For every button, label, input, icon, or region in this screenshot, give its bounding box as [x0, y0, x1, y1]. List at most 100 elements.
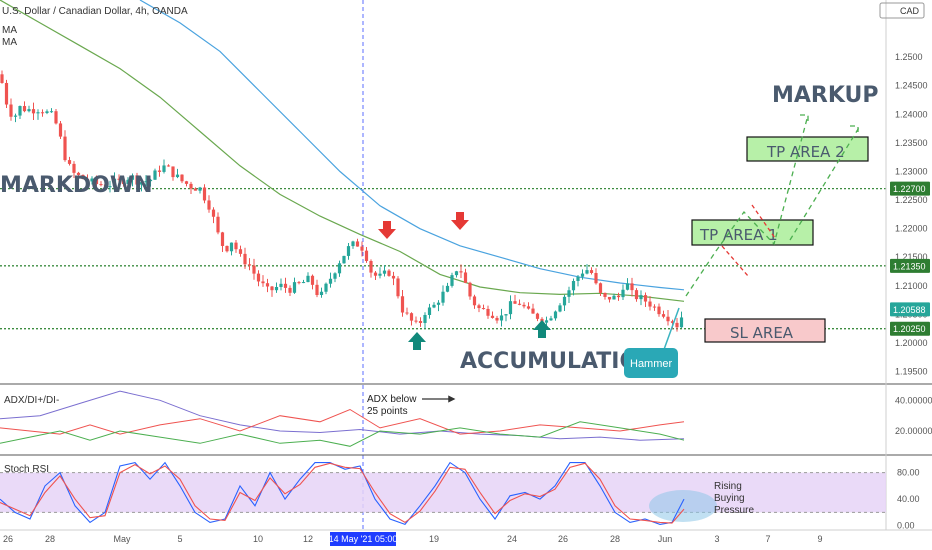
candle	[333, 272, 337, 283]
candle	[315, 279, 319, 298]
candle-body	[202, 187, 207, 201]
candle-body	[639, 295, 643, 300]
price-tick-label: 1.20000	[895, 338, 928, 348]
price-tick-label: 1.2500	[895, 52, 923, 62]
candle	[450, 272, 454, 288]
candle	[193, 187, 198, 191]
candle-body	[373, 272, 378, 276]
ma-fast-line	[0, 0, 685, 302]
candle	[441, 285, 445, 306]
candle	[85, 174, 90, 186]
candle	[360, 241, 364, 257]
candle	[45, 109, 49, 115]
candle-body	[90, 178, 94, 182]
candle-body	[652, 306, 657, 308]
candle	[504, 314, 508, 322]
candle-body	[198, 187, 202, 191]
adx-tick-label: 20.00000	[895, 426, 932, 436]
candle	[175, 168, 180, 179]
candle-body	[171, 166, 175, 178]
candle	[225, 245, 229, 253]
candle-body	[288, 287, 292, 293]
candle	[463, 268, 468, 284]
time-tick-label: 28	[45, 534, 55, 544]
projection-path-2	[789, 125, 861, 241]
candle-body	[225, 245, 229, 252]
candle	[562, 294, 567, 311]
candle-body	[675, 322, 679, 328]
candle	[292, 277, 297, 294]
indicator-label-ma2[interactable]: MA	[2, 37, 17, 48]
candle	[571, 278, 576, 296]
candle	[31, 102, 36, 120]
candle-body	[355, 241, 360, 247]
candle-body	[9, 104, 13, 117]
candle-body	[27, 109, 31, 112]
candle	[373, 271, 378, 281]
candle	[346, 242, 351, 260]
candle	[472, 294, 477, 309]
candle	[166, 164, 171, 167]
candle	[679, 311, 684, 328]
candle	[144, 175, 148, 187]
time-tick-label: 28	[610, 534, 620, 544]
candle-body	[598, 283, 603, 293]
candle-body	[661, 314, 666, 317]
candle-body	[576, 276, 580, 281]
time-tick-label: 7	[765, 534, 770, 544]
chart-title: U.S. Dollar / Canadian Dollar, 4h, OANDA	[2, 6, 188, 17]
adx-note-line-1: ADX below	[367, 394, 417, 405]
candle-body	[36, 112, 40, 114]
candle-body	[481, 308, 486, 310]
candle-body	[162, 165, 166, 172]
candle-body	[562, 296, 567, 306]
candle	[247, 258, 252, 271]
candle	[378, 267, 382, 279]
candle-body	[13, 115, 18, 117]
time-tick-label: 5	[177, 534, 182, 544]
candle-body	[603, 292, 607, 297]
candle-body	[247, 264, 252, 266]
candle	[625, 278, 630, 291]
candle-body	[310, 275, 315, 285]
candle-body	[450, 275, 454, 286]
candle	[81, 174, 85, 180]
candle	[603, 292, 607, 300]
candle	[337, 260, 342, 277]
candle-body	[580, 273, 585, 277]
candle	[522, 302, 526, 309]
candle	[40, 109, 45, 117]
candle	[301, 279, 306, 284]
candle	[490, 311, 495, 319]
sl-area-label: SL AREA	[730, 324, 794, 342]
candle-body	[378, 273, 382, 276]
price-axis[interactable]: 1.2500 1.24500 1.24000 1.23500 1.23000 1.2250…	[890, 52, 930, 377]
stoch-rsi-panel: Stoch RSI Rising Buying Pressure 80.00 40…	[0, 461, 920, 531]
candle-body	[54, 111, 58, 124]
candle-body	[517, 303, 522, 305]
ma-slow-line	[139, 0, 685, 291]
indicator-label-ma1[interactable]: MA	[2, 25, 17, 36]
candle-body	[157, 170, 162, 172]
candle	[153, 168, 157, 180]
candle	[234, 240, 238, 253]
currency-box[interactable]	[879, 2, 925, 19]
candle	[589, 267, 594, 275]
buy-markers	[408, 320, 551, 350]
pressure-note: Pressure	[714, 505, 754, 516]
candle-body	[252, 265, 256, 274]
candle	[283, 277, 288, 293]
candle	[229, 242, 234, 256]
candle-body	[490, 315, 495, 318]
candle-body	[409, 313, 414, 321]
candle	[121, 177, 126, 187]
candle-body	[324, 283, 328, 292]
hammer-label: Hammer	[630, 358, 673, 370]
candle-body	[612, 295, 616, 300]
candle	[207, 195, 211, 213]
candle	[49, 108, 54, 113]
time-axis[interactable]: 26 28 May 5 10 12 14 May '21 05:00 19 24 26 28 Jun 3…	[3, 532, 823, 546]
candle-body	[292, 282, 297, 293]
candle	[454, 270, 459, 278]
currency-label: CAD	[900, 6, 920, 16]
